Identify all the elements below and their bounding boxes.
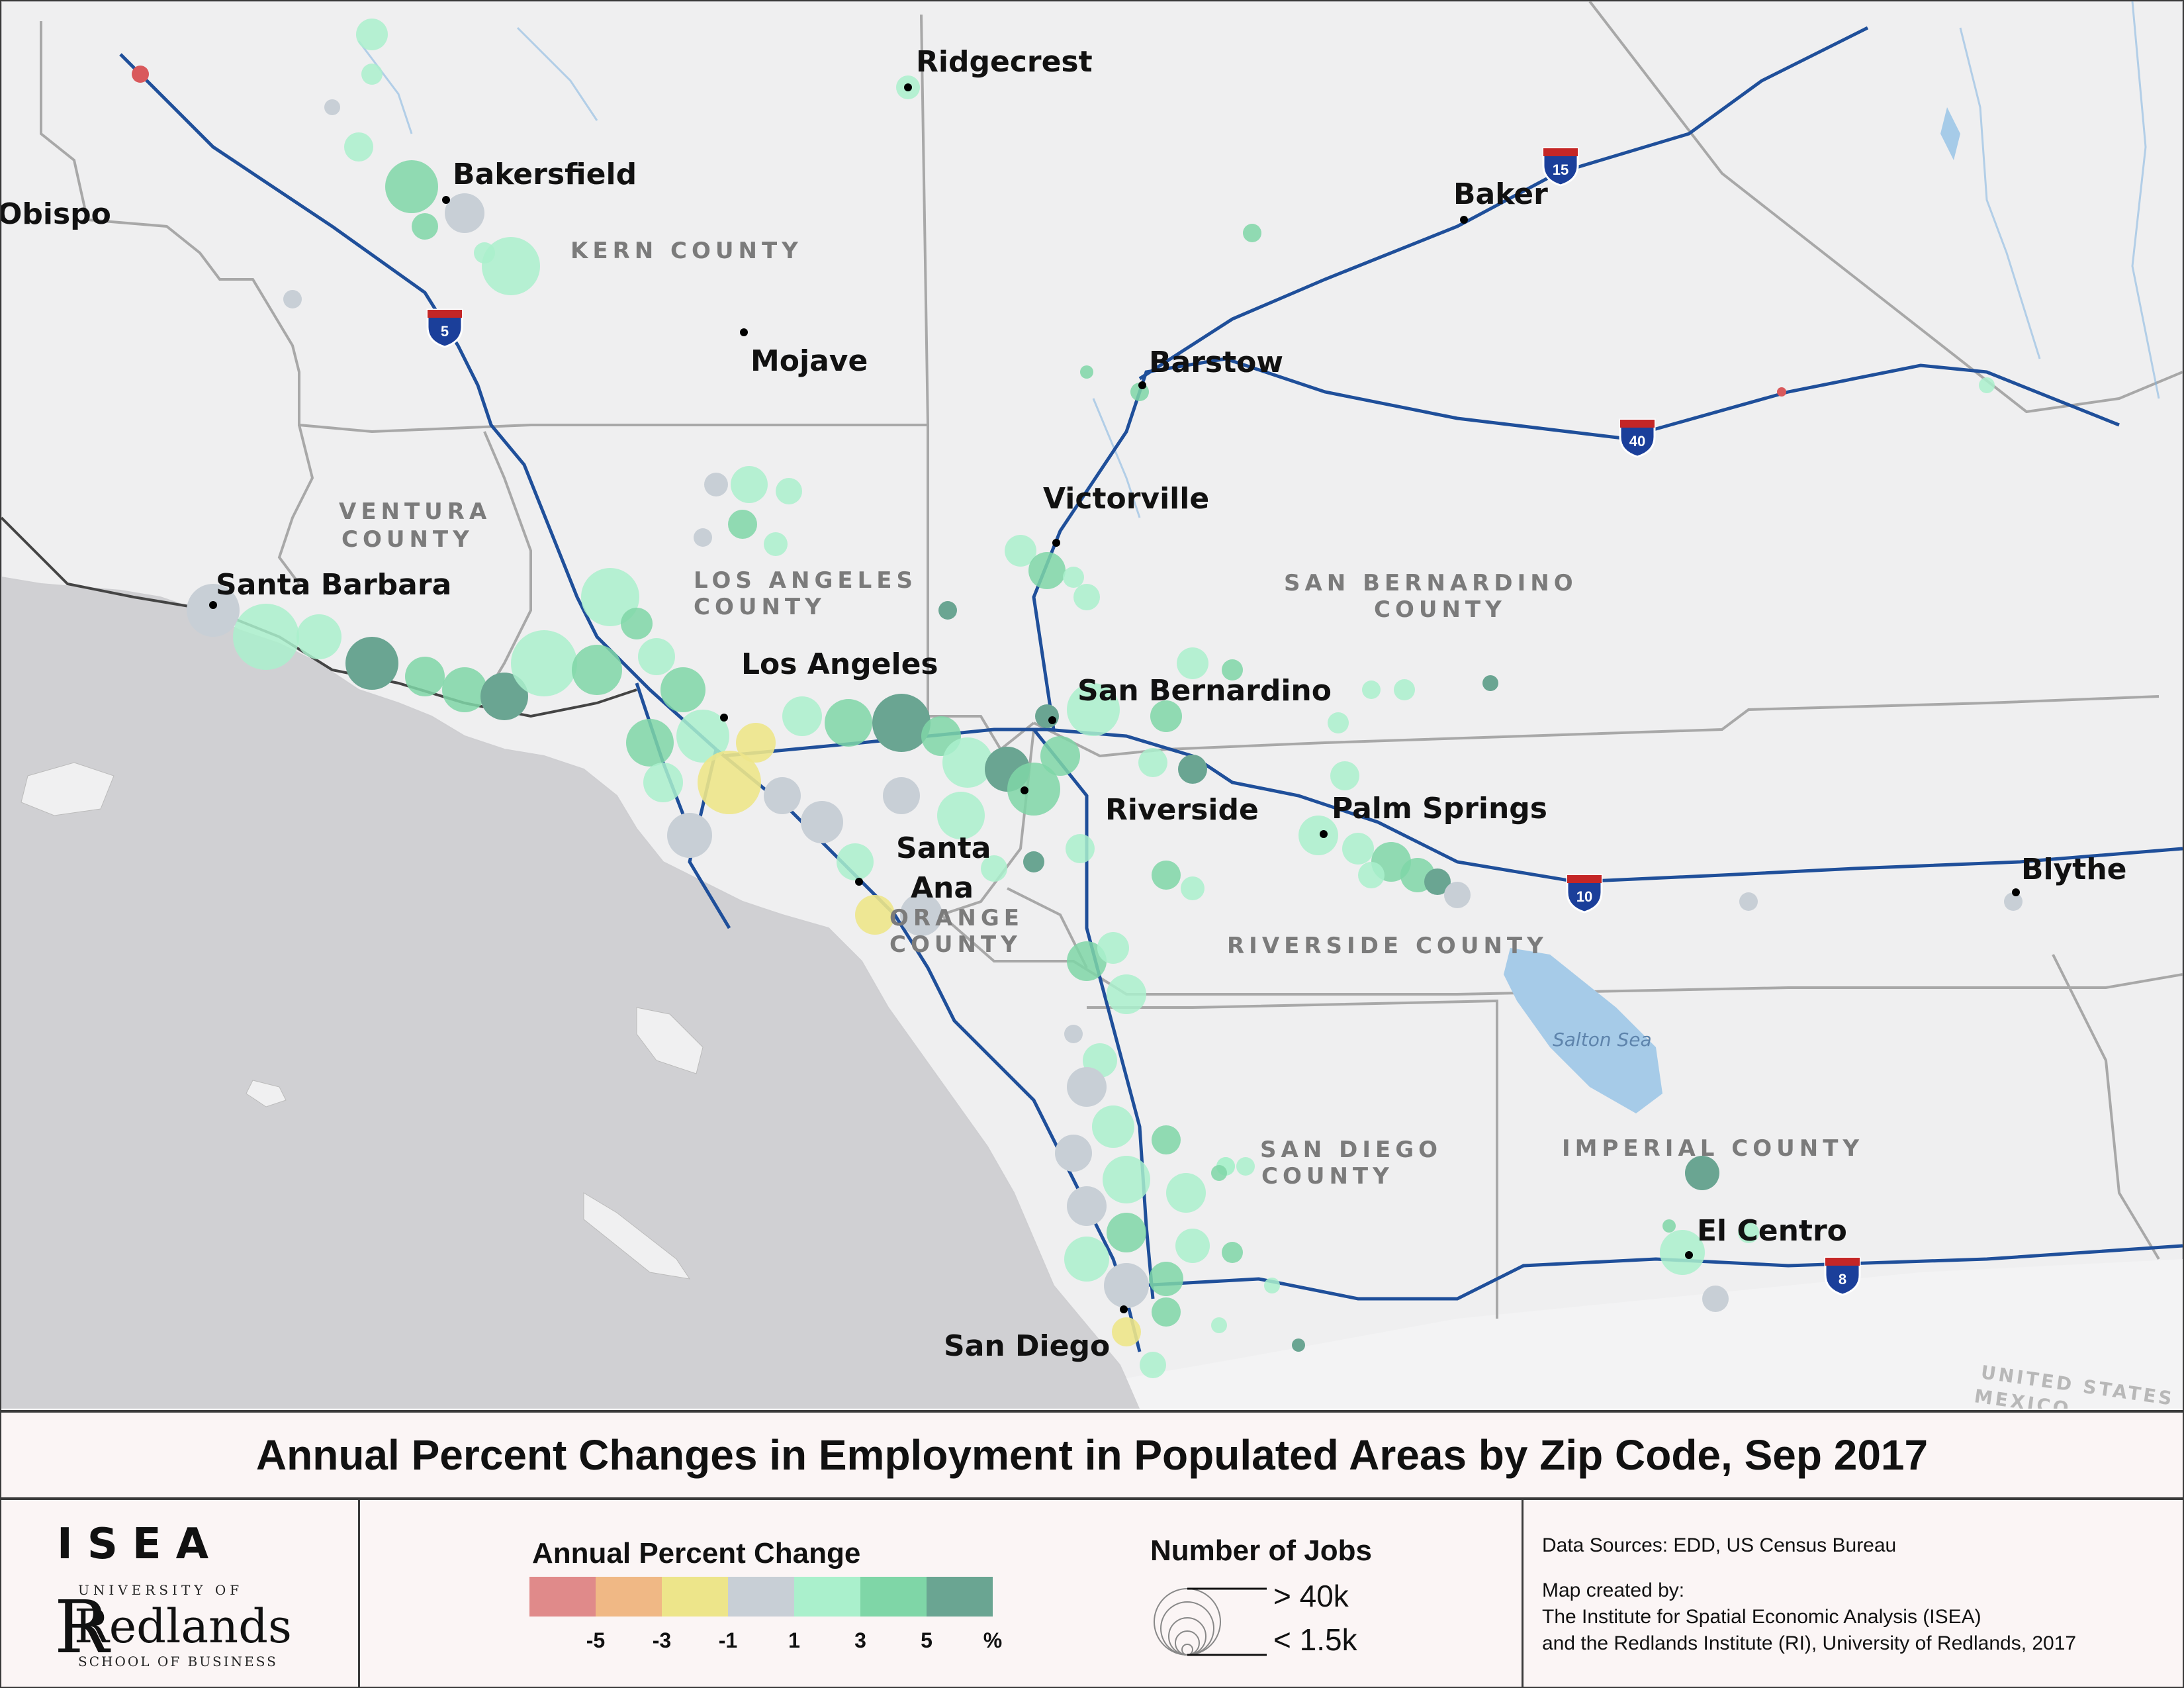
ramp-box [860, 1577, 927, 1617]
ramp-box [794, 1577, 860, 1617]
county-label-imperial: IMPERIAL COUNTY [1562, 1135, 1864, 1162]
city-label-santa: Santa [896, 831, 991, 865]
county-label-san-bernardino-2: COUNTY [1374, 596, 1506, 623]
i8-label: 8 [1839, 1271, 1846, 1288]
island [246, 1080, 287, 1107]
county-label-san-bernardino: SAN BERNARDINO [1284, 570, 1578, 596]
county-lines [40, 1, 2183, 1319]
county-label-kern: KERN COUNTY [570, 238, 803, 264]
ramp-label: 5 [921, 1628, 933, 1652]
city-label-mojave: Mojave [751, 344, 868, 378]
city-label-los-angeles: Los Angeles [741, 647, 938, 681]
ramp-box [728, 1577, 794, 1617]
map-title: Annual Percent Changes in Employment in … [255, 1431, 1929, 1479]
isea-logo: ISEA [57, 1520, 224, 1569]
jobs-max-label: > 40k [1273, 1579, 1349, 1613]
i5-label: 5 [441, 323, 449, 340]
zip-circles [132, 19, 2023, 1378]
county-label-orange: ORANGE [889, 905, 1024, 931]
jobs-min-label: < 1.5k [1273, 1622, 1357, 1657]
county-label-orange-2: COUNTY [889, 931, 1022, 958]
employment-map[interactable]: 5 15 40 10 8 KERN COUNTY VENTURA COUNTY … [1, 1, 2183, 1409]
county-label-riverside: RIVERSIDE COUNTY [1227, 933, 1548, 959]
creator-ri-text: and the Redlands Institute (RI), Univers… [1542, 1632, 2077, 1654]
city-label-barstow: Barstow [1149, 346, 1283, 379]
city-label-victorville: Victorville [1043, 482, 1209, 516]
city-label-el-centro: El Centro [1697, 1214, 1847, 1248]
city-label-santa-barbara: Santa Barbara [216, 568, 451, 602]
redlands-crest-icon: R [54, 1585, 111, 1669]
city-label-san-bernardino: San Bernardino [1077, 674, 1332, 708]
sources-panel: Data Sources: EDD, US Census Bureau Map … [1524, 1500, 2183, 1687]
percent-change-color-ramp [529, 1577, 993, 1617]
ramp-box [596, 1577, 662, 1617]
railroad [1, 516, 637, 718]
ramp-label: 1 [788, 1628, 800, 1652]
city-label-blythe: Blythe [2021, 853, 2127, 886]
map-created-by-text: Map created by: [1542, 1579, 1685, 1601]
island [583, 1192, 691, 1280]
ramp-label: -1 [718, 1628, 738, 1652]
ramp-label: % [983, 1628, 1003, 1652]
county-label-los-angeles-2: COUNTY [694, 594, 826, 620]
city-label-obispo: Obispo [1, 197, 111, 231]
lake [1940, 107, 1960, 160]
county-label-san-diego-2: COUNTY [1261, 1163, 1394, 1190]
i15-label: 15 [1553, 162, 1569, 178]
ramp-box [927, 1577, 993, 1617]
i40-label: 40 [1629, 433, 1645, 449]
data-sources-text: Data Sources: EDD, US Census Bureau [1542, 1534, 1897, 1556]
city-label-ridgecrest: Ridgecrest [916, 45, 1093, 79]
mexico-area [1126, 1259, 2183, 1409]
number-of-jobs-legend-title: Number of Jobs [1150, 1534, 1372, 1567]
map-title-bar: Annual Percent Changes in Employment in … [1, 1410, 2183, 1500]
city-label-ana: Ana [911, 871, 974, 905]
island [636, 1007, 704, 1074]
legend-panel: Annual Percent Change -5 -3 -1 1 3 5 % N… [360, 1500, 1524, 1687]
salton-sea [1504, 948, 1662, 1113]
city-dots [209, 83, 2020, 1313]
highways [119, 26, 2183, 1352]
rivers [357, 1, 2160, 518]
ramp-box [529, 1577, 596, 1617]
county-label-los-angeles: LOS ANGELES [694, 567, 917, 594]
i10-label: 10 [1576, 888, 1592, 905]
ramp-label: 3 [854, 1628, 866, 1652]
county-label-san-diego: SAN DIEGO [1260, 1137, 1442, 1163]
percent-change-legend-title: Annual Percent Change [532, 1537, 861, 1570]
school-of-business-text: SCHOOL OF BUSINESS [78, 1654, 278, 1669]
ramp-label: -5 [586, 1628, 606, 1652]
interstate-shields: 5 15 40 10 8 [426, 147, 1861, 1296]
footer: ISEA R UNIVERSITY OF Redlands SCHOOL OF … [1, 1500, 2183, 1687]
proportional-circles-icon [1154, 1587, 1267, 1656]
city-label-baker: Baker [1453, 177, 1548, 211]
city-label-riverside: Riverside [1105, 793, 1259, 827]
city-label-san-diego: San Diego [944, 1329, 1110, 1363]
svg-text:R: R [54, 1585, 111, 1669]
university-of-text: UNIVERSITY OF [78, 1582, 244, 1598]
island [21, 762, 114, 816]
city-label-bakersfield: Bakersfield [453, 158, 637, 191]
logo-panel: ISEA R UNIVERSITY OF Redlands SCHOOL OF … [1, 1500, 360, 1687]
redlands-logo: Redlands [74, 1599, 292, 1654]
creator-isea-text: The Institute for Spatial Economic Analy… [1542, 1606, 1981, 1628]
ramp-label: -3 [652, 1628, 672, 1652]
city-label-palm-springs: Palm Springs [1332, 792, 1547, 825]
salton-sea-label: Salton Sea [1553, 1029, 1652, 1051]
ramp-box [662, 1577, 728, 1617]
county-label-ventura-2: COUNTY [341, 526, 474, 553]
county-label-ventura: VENTURA [339, 498, 491, 525]
